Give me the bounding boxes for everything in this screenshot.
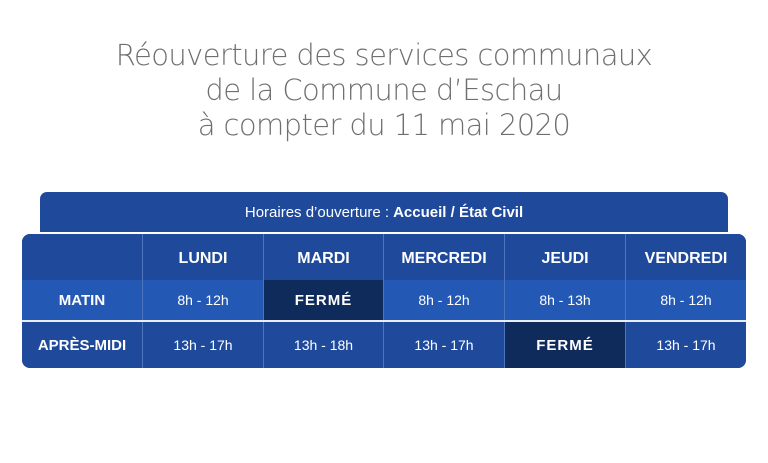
day-header-tuesday: MARDI — [263, 234, 383, 280]
day-header-monday: LUNDI — [142, 234, 263, 280]
afternoon-thursday-closed: FERMÉ — [504, 322, 625, 368]
row-label-morning: MATIN — [22, 280, 142, 320]
morning-thursday: 8h - 13h — [504, 280, 625, 320]
day-header-friday: VENDREDI — [625, 234, 746, 280]
schedule-header: Horaires d’ouverture : Accueil / État Ci… — [40, 192, 728, 232]
corner-cell — [22, 234, 142, 280]
row-divider — [22, 320, 746, 322]
title-line-3: à compter du 11 mai 2020 — [197, 108, 571, 142]
schedule-grid: LUNDI MARDI MERCREDI JEUDI VENDREDI MATI… — [22, 234, 746, 368]
title-line-1: Réouverture des services communaux — [115, 38, 653, 72]
morning-wednesday: 8h - 12h — [383, 280, 504, 320]
announcement-title: Réouverture des services communaux de la… — [0, 38, 768, 143]
morning-tuesday-closed: FERMÉ — [263, 280, 383, 320]
schedule-header-prefix: Horaires d’ouverture : — [244, 203, 390, 221]
afternoon-monday: 13h - 17h — [142, 322, 263, 368]
day-header-wednesday: MERCREDI — [383, 234, 504, 280]
morning-friday: 8h - 12h — [625, 280, 746, 320]
schedule-header-service: Accueil / État Civil — [393, 203, 524, 221]
afternoon-friday: 13h - 17h — [625, 322, 746, 368]
afternoon-tuesday: 13h - 18h — [263, 322, 383, 368]
title-line-2: de la Commune d’Eschau — [205, 73, 563, 107]
schedule-table: LUNDI MARDI MERCREDI JEUDI VENDREDI MATI… — [22, 234, 746, 368]
day-header-thursday: JEUDI — [504, 234, 625, 280]
afternoon-wednesday: 13h - 17h — [383, 322, 504, 368]
morning-monday: 8h - 12h — [142, 280, 263, 320]
row-label-afternoon: APRÈS-MIDI — [22, 322, 142, 368]
